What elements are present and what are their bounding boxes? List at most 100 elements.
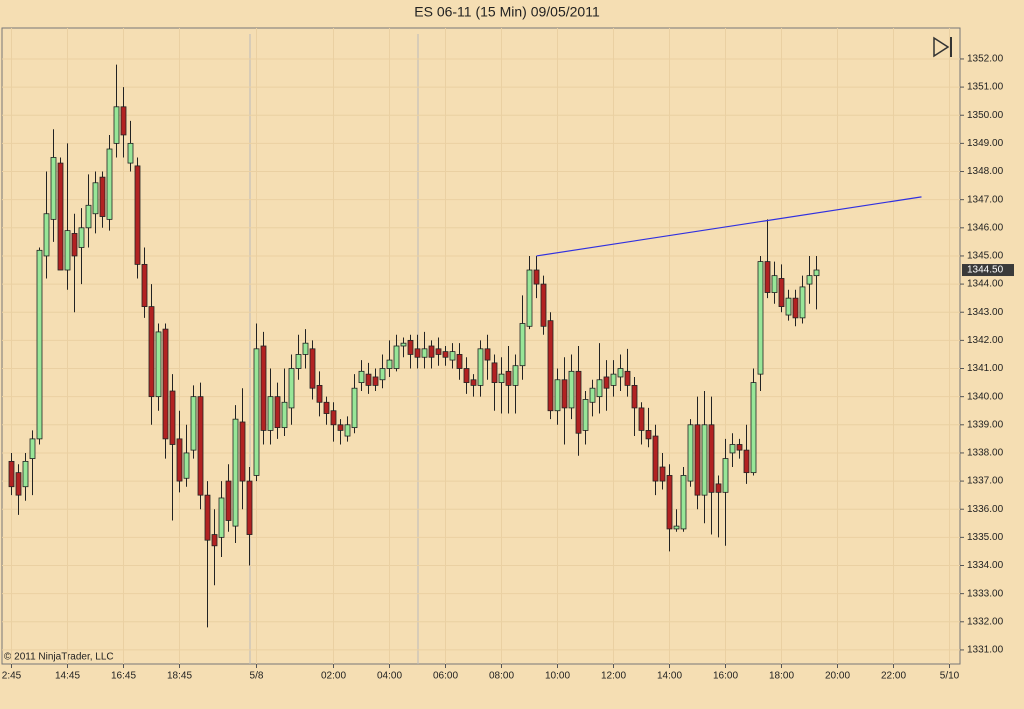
candle-body <box>316 384 323 403</box>
candle-body <box>540 283 547 327</box>
candle-body <box>806 275 813 285</box>
y-tick-label: 1347.00 <box>967 194 1004 205</box>
scroll-end-icon[interactable] <box>933 36 952 58</box>
candle-body <box>43 213 50 257</box>
candle-body <box>708 424 715 493</box>
icon-triangle <box>933 36 950 58</box>
candle-body <box>344 424 351 437</box>
candle-body <box>330 410 337 426</box>
candle-body <box>694 424 701 496</box>
candle-body <box>372 376 379 386</box>
candle-body <box>379 368 386 381</box>
y-tick-label: 1345.00 <box>967 251 1004 262</box>
x-tick-label: 16:45 <box>111 671 136 682</box>
candle-body <box>281 401 288 429</box>
y-tick-label: 1337.00 <box>967 476 1004 487</box>
candle-body <box>659 466 666 482</box>
candle-body <box>365 373 372 386</box>
candle-body <box>477 348 484 386</box>
candle-body <box>260 345 267 431</box>
x-tick-label: 02:00 <box>321 671 346 682</box>
x-tick-label: 12:00 <box>601 671 626 682</box>
candle-body <box>253 348 260 476</box>
candle-body <box>813 269 820 277</box>
candle-body <box>435 348 442 355</box>
candle-body <box>15 472 22 496</box>
y-tick-label: 1336.00 <box>967 504 1004 515</box>
candle-body <box>673 525 680 530</box>
candle-body <box>519 323 526 367</box>
candle-body <box>239 421 246 482</box>
x-tick-label: 22:00 <box>881 671 906 682</box>
candle-body <box>771 275 778 293</box>
candle-body <box>785 297 792 316</box>
candle-body <box>533 269 540 285</box>
candle-body <box>421 348 428 358</box>
candle-body <box>666 475 673 530</box>
y-tick-label: 1333.00 <box>967 588 1004 599</box>
candle-body <box>183 452 190 479</box>
candle-body <box>463 368 470 383</box>
candle-body <box>225 480 232 521</box>
candle-body <box>687 424 694 482</box>
candle-body <box>442 351 449 358</box>
candle-body <box>722 458 729 493</box>
x-tick-label: 08:00 <box>489 671 514 682</box>
candle-body <box>29 438 36 459</box>
x-tick-label: 5/8 <box>250 671 264 682</box>
y-tick-label: 1352.00 <box>967 54 1004 65</box>
candle-body <box>393 345 400 369</box>
y-tick-label: 1332.00 <box>967 616 1004 627</box>
candle-body <box>274 396 281 429</box>
candle-body <box>358 370 365 383</box>
candle-body <box>484 348 491 361</box>
candle-body <box>36 249 43 440</box>
candle-body <box>162 328 169 440</box>
candle-body <box>799 286 806 319</box>
candle-body <box>736 444 743 451</box>
x-tick-label: 14:00 <box>657 671 682 682</box>
trend-line <box>536 196 922 257</box>
candle-body <box>554 379 561 412</box>
candle-body <box>127 142 134 164</box>
candle-body <box>71 233 78 257</box>
candle-body <box>491 362 498 383</box>
candle-body <box>561 379 568 409</box>
candle-body <box>190 396 197 451</box>
candle-body <box>218 497 225 538</box>
last-price-label: 1344.50 <box>967 265 1004 276</box>
candle-body <box>547 320 554 412</box>
y-tick-label: 1331.00 <box>967 645 1004 656</box>
candle-body <box>155 331 162 398</box>
candle-body <box>512 365 519 386</box>
candle-body <box>631 384 638 409</box>
candle-body <box>134 165 141 265</box>
candle-body <box>85 204 92 229</box>
candle-body <box>288 368 295 409</box>
candle-body <box>267 396 274 431</box>
candle-body <box>428 345 435 358</box>
y-tick-label: 1343.00 <box>967 307 1004 318</box>
x-tick-label: 18:00 <box>769 671 794 682</box>
x-tick-label: 10:00 <box>545 671 570 682</box>
candle-body <box>470 379 477 386</box>
y-tick-label: 1341.00 <box>967 363 1004 374</box>
candle-body <box>120 106 127 136</box>
candle-body <box>64 230 71 271</box>
x-tick-label: 20:00 <box>825 671 850 682</box>
candle-body <box>456 354 463 369</box>
candle-body <box>680 475 687 530</box>
candle-body <box>99 176 106 217</box>
y-tick-label: 1351.00 <box>967 82 1004 93</box>
x-tick-label: 5/10 <box>940 671 960 682</box>
candle-body <box>295 354 302 369</box>
plot-frame <box>1 27 961 665</box>
candle-body <box>302 342 309 355</box>
y-tick-label: 1346.00 <box>967 222 1004 233</box>
candle-body <box>757 261 764 375</box>
candle-body <box>715 483 722 493</box>
candle-body <box>624 370 631 386</box>
candle-body <box>176 438 183 482</box>
x-tick-label: 06:00 <box>433 671 458 682</box>
